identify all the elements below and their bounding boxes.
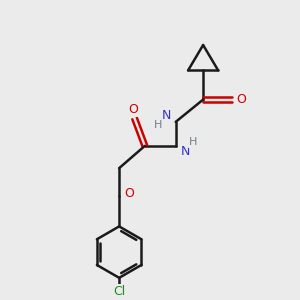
Text: O: O <box>128 103 138 116</box>
Text: H: H <box>154 120 162 130</box>
Text: N: N <box>161 109 171 122</box>
Text: H: H <box>189 137 198 147</box>
Text: O: O <box>124 187 134 200</box>
Text: O: O <box>236 93 246 106</box>
Text: N: N <box>181 145 190 158</box>
Text: Cl: Cl <box>113 285 125 298</box>
